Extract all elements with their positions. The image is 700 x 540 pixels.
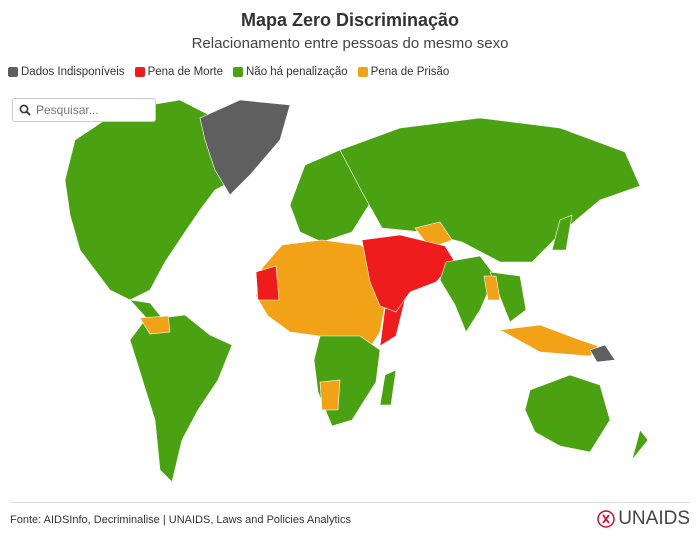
legend-item[interactable]: Pena de Prisão — [357, 66, 450, 78]
legend-label: Pena de Morte — [147, 66, 223, 78]
legend-label: Dados Indisponíveis — [21, 66, 125, 78]
southern-africa-prison[interactable] — [319, 379, 341, 411]
logo-text: UNAIDS — [618, 508, 690, 529]
myanmar[interactable] — [483, 275, 501, 301]
papua-new-guinea[interactable] — [589, 344, 616, 363]
legend-label: Pena de Prisão — [370, 66, 450, 78]
world-map — [64, 99, 649, 483]
western-sahara[interactable] — [255, 265, 280, 301]
legend-item[interactable]: Pena de Morte — [134, 66, 223, 78]
southeast-asia[interactable] — [489, 271, 527, 323]
india[interactable] — [439, 255, 496, 333]
divider — [10, 502, 690, 503]
southern-africa[interactable] — [313, 335, 381, 427]
search-box[interactable]: Pesquisar... — [12, 98, 156, 122]
logo-icon — [597, 510, 615, 528]
venezuela-guyana[interactable] — [139, 315, 171, 335]
logo: UNAIDS — [597, 508, 690, 530]
legend-item[interactable]: Dados Indisponíveis — [8, 66, 125, 78]
legend-swatch — [8, 67, 18, 77]
legend: Dados Indisponíveis Pena de Morte Não há p… — [8, 66, 449, 78]
subtitle: Relacionamento entre pessoas do mesmo se… — [191, 35, 509, 52]
japan[interactable] — [551, 214, 573, 251]
australia[interactable] — [524, 374, 611, 453]
legend-swatch — [233, 67, 243, 77]
new-zealand[interactable] — [631, 429, 649, 461]
south-america[interactable] — [129, 314, 233, 483]
legend-label: Não há penalização — [246, 66, 348, 78]
middle-east[interactable] — [361, 234, 456, 313]
legend-swatch — [134, 67, 145, 77]
greenland[interactable] — [199, 99, 291, 196]
source: Fonte: AIDSInfo, Decriminalise | UNAIDS,… — [10, 514, 351, 526]
legend-swatch — [357, 67, 368, 77]
legend-item[interactable]: Não há penalização — [233, 66, 348, 78]
search-placeholder: Pesquisar... — [36, 103, 99, 117]
indonesia[interactable] — [499, 324, 599, 357]
search-icon — [19, 104, 31, 116]
title: Mapa Zero Discriminação — [240, 10, 460, 30]
madagascar[interactable] — [379, 369, 397, 406]
